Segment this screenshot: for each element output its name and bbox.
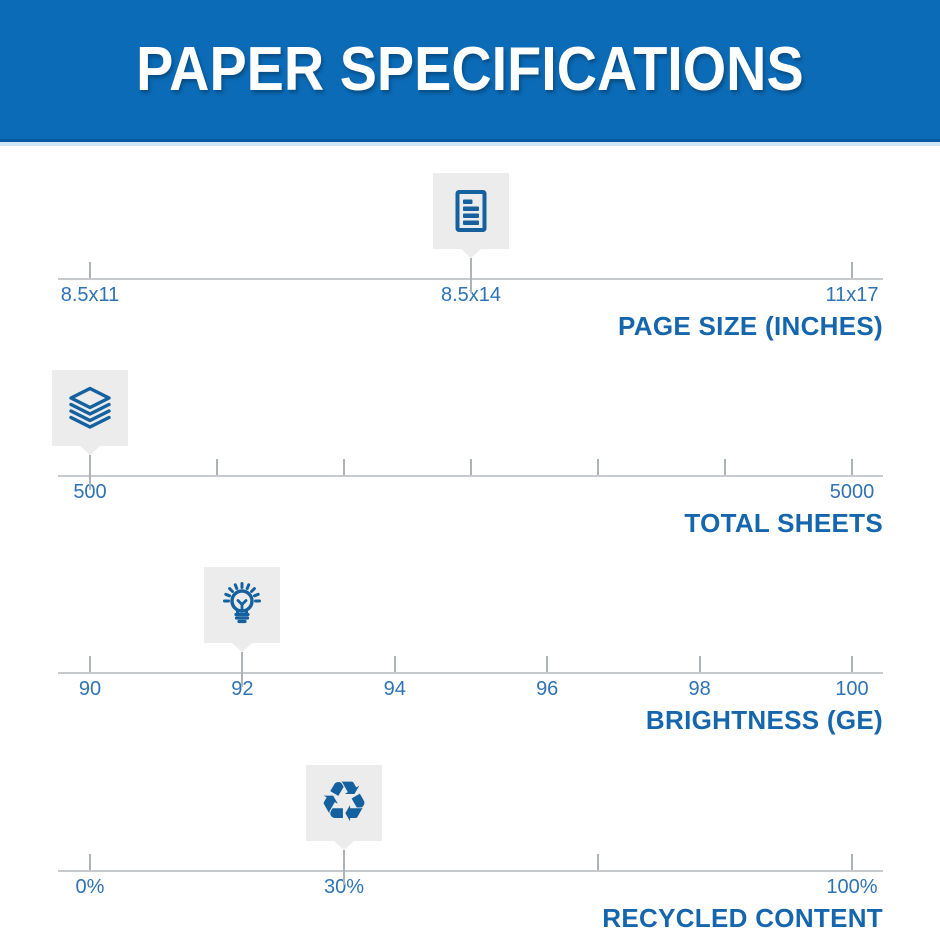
page-title: PAPER SPECIFICATIONS [136, 35, 804, 104]
spec-scale-brightness: 90 92 94 96 98 100 BRIGHTNESS (GE) [0, 552, 940, 749]
tick-label: 100 [835, 678, 869, 700]
tick-label: 100% [826, 876, 878, 898]
tick-mark [89, 854, 91, 870]
tick-label: 98 [688, 678, 711, 700]
marker-box [433, 173, 509, 258]
marker-stem [89, 455, 91, 490]
tick-mark [851, 854, 853, 870]
marker-page-size [433, 173, 509, 293]
scale-line [58, 672, 883, 674]
paper-stack-icon [66, 384, 114, 432]
tick-label: 8.5x11 [60, 284, 120, 306]
tick-label: 0% [75, 876, 105, 898]
tick-label: 11x17 [825, 284, 879, 306]
marker-tail [461, 249, 481, 258]
spec-scale-recycled-content: 0% 30% 100% ♻ RECYCLED CONTENT [0, 750, 940, 940]
tick-label: 92 [231, 678, 254, 700]
tick-mark [546, 656, 549, 672]
tick-label: 500 [73, 481, 107, 503]
tick-mark [470, 459, 472, 475]
marker-stem [470, 258, 472, 293]
marker-tail [232, 643, 253, 652]
tick-mark [851, 459, 853, 475]
marker-stem [241, 652, 244, 687]
marker-total-sheets [52, 370, 128, 490]
tick-mark [89, 262, 91, 278]
spec-scale-page-size: 8.5x11 8.5x14 11x17 PAGE SIZE (INCHES) [0, 158, 940, 355]
document-icon [447, 187, 495, 235]
tick-mark [597, 459, 600, 475]
scale-title-total-sheets: TOTAL SHEETS [684, 508, 883, 538]
marker-tail [80, 446, 100, 455]
tick-mark [851, 656, 853, 672]
tick-mark [393, 656, 396, 672]
marker-stem [342, 850, 345, 885]
tick-mark [216, 459, 219, 475]
recycle-icon: ♻ [318, 770, 370, 835]
header-banner: PAPER SPECIFICATIONS [0, 0, 940, 142]
marker-recycled-content: ♻ [305, 765, 382, 885]
tick-label: 96 [536, 678, 559, 700]
tick-label: 90 [78, 678, 102, 700]
tick-mark [89, 656, 91, 672]
scale-line [58, 475, 883, 477]
tick-label: 30% [323, 876, 364, 898]
lightbulb-icon [218, 581, 266, 629]
tick-mark [342, 459, 345, 475]
tick-mark [723, 459, 726, 475]
tick-mark [698, 656, 701, 672]
marker-tail [333, 841, 354, 850]
scale-title-brightness: BRIGHTNESS (GE) [645, 705, 883, 735]
spec-scale-total-sheets: 500 5000 TOTAL SHEETS [0, 355, 940, 552]
marker-box: ♻ [305, 765, 382, 850]
tick-label: 94 [383, 678, 406, 700]
tick-mark [597, 854, 600, 870]
scale-line [58, 870, 883, 872]
scale-title-recycled-content: RECYCLED CONTENT [602, 903, 883, 933]
marker-brightness [204, 567, 281, 687]
tick-label: 5000 [829, 481, 875, 503]
scale-title-page-size: PAGE SIZE (INCHES) [618, 311, 883, 341]
tick-label: 8.5x14 [440, 284, 502, 306]
tick-mark [851, 262, 853, 278]
marker-box [52, 370, 128, 455]
marker-box [204, 567, 281, 652]
